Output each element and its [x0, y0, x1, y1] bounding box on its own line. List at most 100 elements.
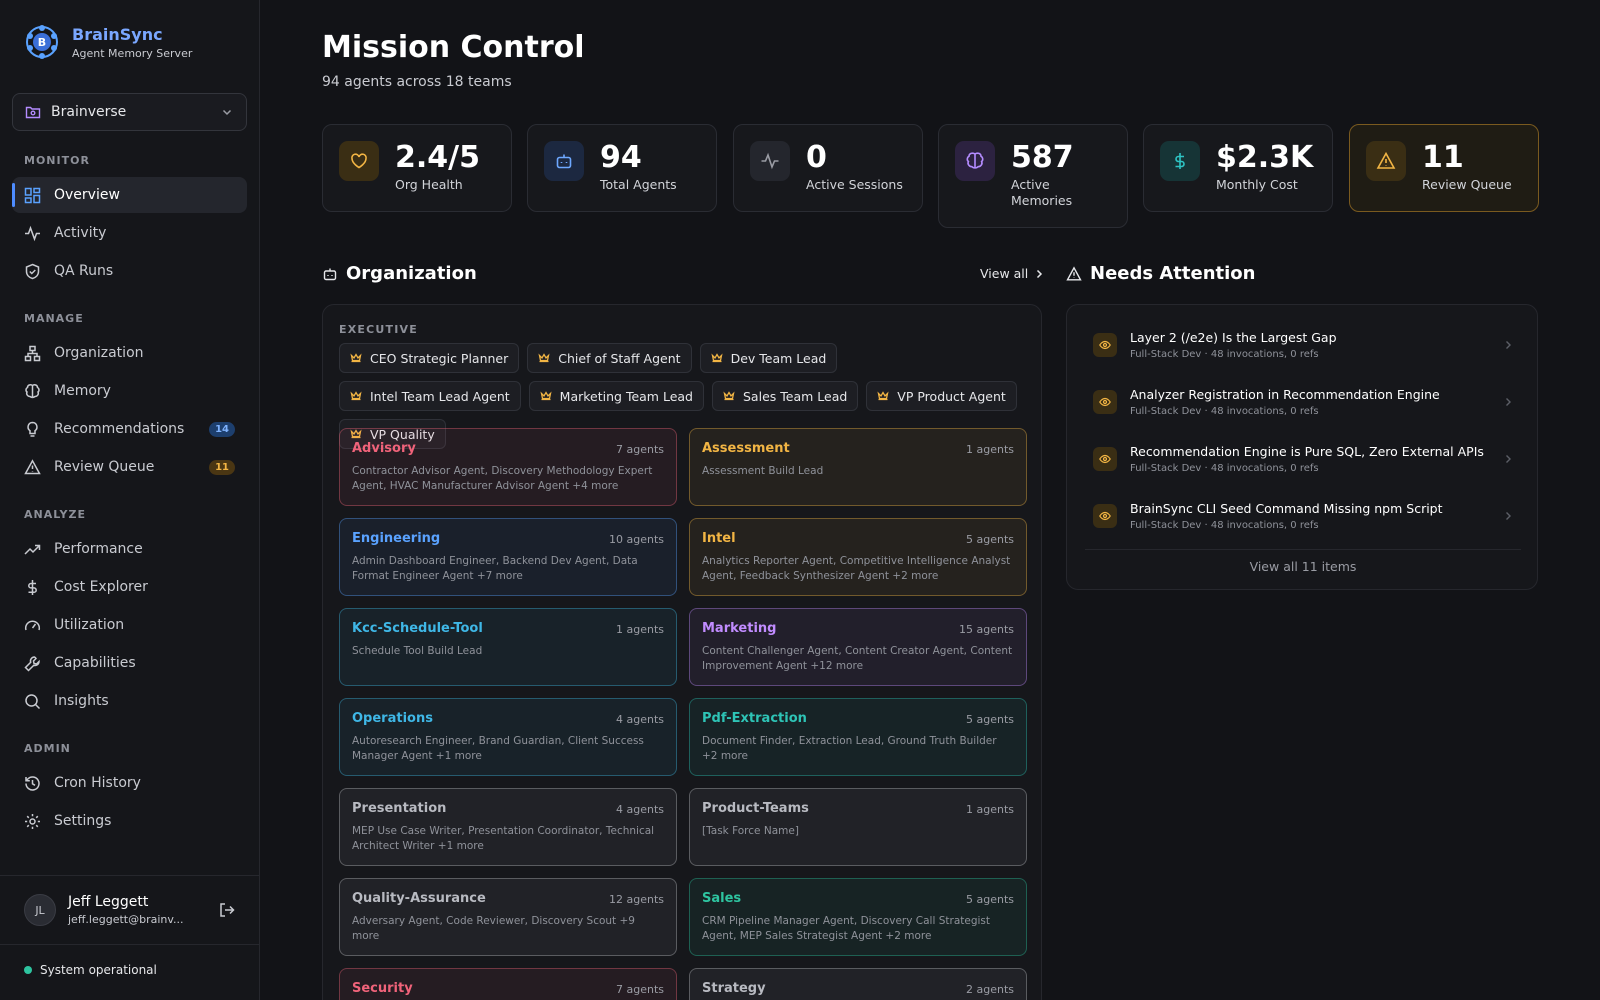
- stat-label: Active Sessions: [806, 177, 903, 192]
- team-card-operations[interactable]: Operations 4 agents Autoresearch Engineer,…: [339, 698, 677, 776]
- executive-chip[interactable]: VP Product Agent: [866, 381, 1017, 411]
- chevron-right-icon: [1506, 455, 1511, 463]
- team-card-assessment[interactable]: Assessment 1 agents Assessment Build Lead: [689, 428, 1027, 506]
- attention-item[interactable]: Analyzer Registration in Recommendation …: [1093, 382, 1513, 422]
- crown-icon: [538, 353, 550, 363]
- folder-icon: [25, 106, 41, 119]
- sidebar-item-cron-history[interactable]: Cron History: [12, 765, 247, 801]
- pulse-icon: [25, 225, 40, 241]
- chip-label: Marketing Team Lead: [559, 388, 693, 404]
- warning-icon: [24, 458, 41, 474]
- executive-chip[interactable]: Sales Team Lead: [712, 381, 859, 411]
- stat-card-active-memories[interactable]: 587 Active Memories: [938, 124, 1128, 228]
- sidebar-item-capabilities[interactable]: Capabilities: [12, 645, 247, 681]
- sidebar-item-label: Activity: [54, 225, 107, 241]
- executive-chip[interactable]: CEO Strategic Planner: [339, 343, 520, 373]
- team-members: Content Challenger Agent, Content Creato…: [702, 645, 1013, 672]
- attention-item[interactable]: BrainSync CLI Seed Command Missing npm S…: [1093, 496, 1513, 536]
- attention-item[interactable]: Layer 2 (/e2e) Is the Largest Gap Full-St…: [1093, 325, 1513, 365]
- attention-view-all-link[interactable]: View all 11 items: [1249, 559, 1357, 574]
- team-name: Product-Teams: [702, 801, 809, 816]
- team-name: Security: [352, 981, 413, 996]
- sidebar-item-label: QA Runs: [54, 263, 114, 279]
- sidebar-item-cost-explorer[interactable]: Cost Explorer: [12, 569, 247, 605]
- team-name: Sales: [702, 891, 742, 906]
- team-card-marketing[interactable]: Marketing 15 agents Content Challenger Age…: [689, 608, 1027, 686]
- chip-label: VP Quality: [370, 426, 435, 442]
- team-card-product-teams[interactable]: Product-Teams 1 agents [Task Force Name]: [689, 788, 1027, 866]
- sidebar-item-utilization[interactable]: Utilization: [12, 607, 247, 643]
- stat-value: 2.4/5: [395, 140, 480, 175]
- sidebar-item-recommendations[interactable]: Recommendations 14: [12, 411, 247, 447]
- team-card-kcc-schedule-tool[interactable]: Kcc-Schedule-Tool 1 agents Schedule Tool B…: [339, 608, 677, 686]
- page-title: Mission Control: [322, 30, 585, 65]
- executive-chip[interactable]: Intel Team Lead Agent: [339, 381, 521, 411]
- sidebar-item-qa-runs[interactable]: QA Runs: [12, 253, 247, 289]
- sidebar-item-overview[interactable]: Overview: [12, 177, 247, 213]
- team-card-advisory[interactable]: Advisory 7 agents Contractor Advisor Agent…: [339, 428, 677, 506]
- team-members: Document Finder, Extraction Lead, Ground…: [702, 735, 997, 762]
- sidebar-item-settings[interactable]: Settings: [12, 803, 247, 839]
- chevron-right-icon: [1506, 341, 1511, 349]
- user-profile[interactable]: JL Jeff Leggett jeff.leggett@brainv...: [0, 875, 260, 945]
- stat-card-total-agents[interactable]: 94 Total Agents: [527, 124, 717, 212]
- attention-item[interactable]: Recommendation Engine is Pure SQL, Zero …: [1093, 439, 1513, 479]
- sidebar-item-label: Review Queue: [54, 459, 155, 475]
- brand[interactable]: B BrainSync Agent Memory Server: [24, 24, 192, 60]
- sidebar-item-label: Utilization: [54, 617, 125, 633]
- sidebar-item-label: Performance: [54, 541, 143, 557]
- organization-view-all-link[interactable]: View all: [980, 266, 1044, 281]
- executive-chips: CEO Strategic Planner Chief of Staff Age…: [339, 343, 1019, 449]
- executive-chip[interactable]: VP Quality: [339, 419, 446, 449]
- sidebar-item-organization[interactable]: Organization: [12, 335, 247, 371]
- stat-card-org-health[interactable]: 2.4/5 Org Health: [322, 124, 512, 212]
- stat-card-monthly-cost[interactable]: $2.3K Monthly Cost: [1143, 124, 1333, 212]
- eye-icon: [1093, 447, 1117, 471]
- stat-value: 94: [600, 140, 642, 175]
- team-members: Autoresearch Engineer, Brand Guardian, C…: [352, 735, 644, 762]
- team-agent-count: 2 agents: [965, 983, 1014, 996]
- stat-card-review-queue[interactable]: 11 Review Queue: [1349, 124, 1539, 212]
- crown-icon: [877, 391, 889, 401]
- stat-card-active-sessions[interactable]: 0 Active Sessions: [733, 124, 923, 212]
- sidebar-item-review-queue[interactable]: Review Queue 11: [12, 449, 247, 485]
- team-card-strategy[interactable]: Strategy 2 agents: [689, 968, 1027, 1000]
- team-agent-count: 10 agents: [609, 533, 664, 546]
- team-card-quality-assurance[interactable]: Quality-Assurance 12 agents Adversary Agen…: [339, 878, 677, 956]
- executive-chip[interactable]: Marketing Team Lead: [528, 381, 704, 411]
- team-name: Engineering: [352, 531, 441, 546]
- logout-icon[interactable]: [218, 901, 236, 919]
- executive-label: EXECUTIVE: [339, 323, 418, 336]
- nav-section-manage: MANAGE: [24, 312, 84, 325]
- workspace-selector[interactable]: Brainverse: [12, 93, 247, 131]
- team-agent-count: 7 agents: [615, 443, 664, 456]
- organization-heading: Organization: [322, 263, 477, 284]
- chip-label: CEO Strategic Planner: [370, 350, 509, 366]
- status-text: System operational: [40, 963, 157, 977]
- sidebar-item-performance[interactable]: Performance: [12, 531, 247, 567]
- chip-label: Chief of Staff Agent: [558, 350, 681, 366]
- sidebar-item-label: Capabilities: [54, 655, 136, 671]
- bot-icon: [323, 268, 337, 280]
- team-card-engineering[interactable]: Engineering 10 agents Admin Dashboard Engi…: [339, 518, 677, 596]
- sidebar-item-label: Overview: [54, 187, 120, 203]
- team-agent-count: 15 agents: [959, 623, 1014, 636]
- team-card-intel[interactable]: Intel 5 agents Analytics Reporter Agent, C…: [689, 518, 1027, 596]
- attention-item-meta: Full-Stack Dev · 48 invocations, 0 refs: [1130, 406, 1319, 417]
- team-card-pdf-extraction[interactable]: Pdf-Extraction 5 agents Document Finder, E…: [689, 698, 1027, 776]
- sidebar-item-insights[interactable]: Insights: [12, 683, 247, 719]
- sidebar-item-label: Memory: [54, 383, 111, 399]
- brand-subtitle: Agent Memory Server: [72, 46, 193, 60]
- executive-chip[interactable]: Dev Team Lead: [699, 343, 838, 373]
- eye-icon: [1093, 390, 1117, 414]
- stat-label: Org Health: [395, 177, 463, 192]
- team-card-sales[interactable]: Sales 5 agents CRM Pipeline Manager Agent,…: [689, 878, 1027, 956]
- user-name: Jeff Leggett: [68, 894, 149, 910]
- trending-up-icon: [24, 544, 41, 555]
- team-grid: Advisory 7 agents Contractor Advisor Agent…: [339, 428, 1027, 1000]
- sidebar-item-activity[interactable]: Activity: [12, 215, 247, 251]
- team-card-security[interactable]: Security 7 agents: [339, 968, 677, 1000]
- team-card-presentation[interactable]: Presentation 4 agents MEP Use Case Writer,…: [339, 788, 677, 866]
- sidebar-item-memory[interactable]: Memory: [12, 373, 247, 409]
- executive-chip[interactable]: Chief of Staff Agent: [527, 343, 692, 373]
